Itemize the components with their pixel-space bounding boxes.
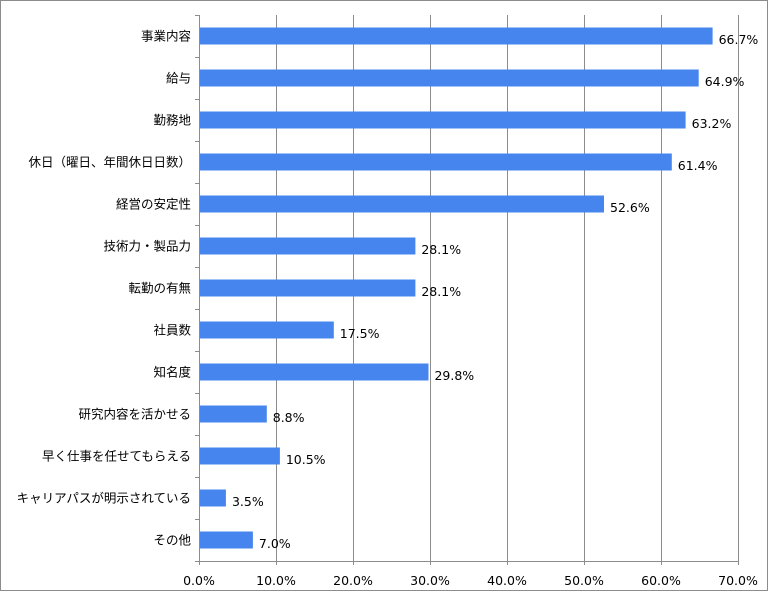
- x-tick-label: 70.0%: [718, 573, 758, 588]
- category-label: 研究内容を活かせる: [78, 407, 191, 422]
- data-label: 28.1%: [421, 242, 461, 257]
- data-label: 66.7%: [719, 32, 759, 47]
- x-tick-label: 10.0%: [256, 573, 296, 588]
- x-tick-label: 30.0%: [410, 573, 450, 588]
- category-label: 転勤の有無: [128, 281, 191, 296]
- x-tick-label: 20.0%: [333, 573, 373, 588]
- bar: [199, 195, 604, 213]
- bar: [199, 531, 253, 549]
- data-label: 17.5%: [340, 326, 380, 341]
- bar: [199, 111, 686, 129]
- data-label: 3.5%: [232, 494, 264, 509]
- bar: [199, 447, 280, 465]
- bar: [199, 489, 226, 507]
- data-label: 8.8%: [273, 410, 305, 425]
- category-label: 勤務地: [153, 113, 191, 128]
- bar: [199, 279, 416, 297]
- bar: [199, 69, 699, 87]
- bar: [199, 237, 416, 255]
- x-tick-label: 60.0%: [641, 573, 681, 588]
- data-label: 61.4%: [678, 158, 718, 173]
- category-label: 給与: [166, 71, 191, 86]
- data-label: 7.0%: [259, 536, 291, 551]
- bar: [199, 321, 334, 339]
- category-label: 経営の安定性: [116, 197, 191, 212]
- bar: [199, 363, 429, 381]
- category-label: その他: [153, 533, 191, 548]
- x-tick-label: 50.0%: [564, 573, 604, 588]
- data-label: 52.6%: [610, 200, 650, 215]
- data-label: 29.8%: [434, 368, 474, 383]
- category-label: 休日（曜日、年間休日日数）: [28, 155, 191, 170]
- category-label: 知名度: [153, 365, 191, 380]
- data-label: 63.2%: [692, 116, 732, 131]
- category-label: キャリアパスが明示されている: [17, 491, 191, 506]
- data-label: 28.1%: [421, 284, 461, 299]
- data-label: 64.9%: [705, 74, 745, 89]
- x-tick-label: 0.0%: [183, 573, 215, 588]
- category-label: 社員数: [153, 323, 191, 338]
- category-label: 技術力・製品力: [103, 239, 191, 254]
- category-label: 早く仕事を任せてもらえる: [42, 449, 191, 464]
- bar: [199, 405, 267, 423]
- category-label: 事業内容: [141, 29, 191, 44]
- bar: [199, 153, 672, 171]
- x-tick-label: 40.0%: [487, 573, 527, 588]
- data-label: 10.5%: [286, 452, 326, 467]
- bar: [199, 27, 713, 45]
